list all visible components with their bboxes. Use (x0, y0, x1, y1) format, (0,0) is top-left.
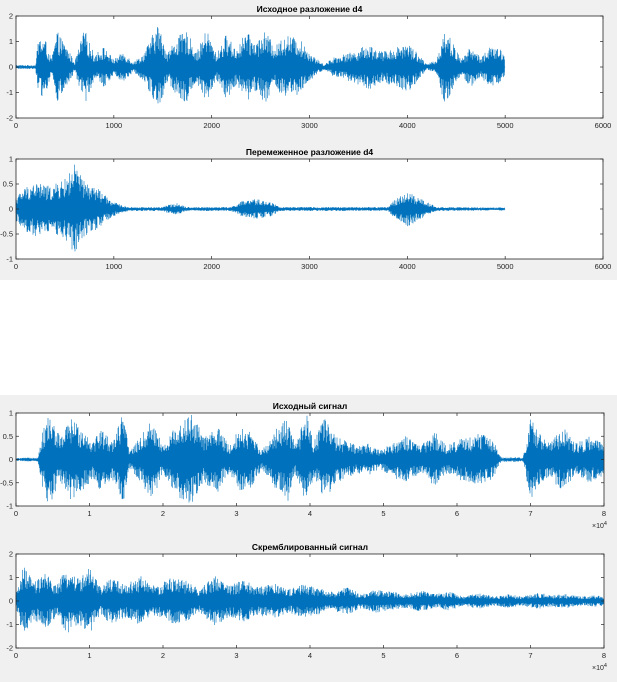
y-tick-label: -1 (6, 620, 13, 629)
x-tick-label: 1 (87, 509, 91, 518)
x-tick-label: 0 (14, 121, 18, 130)
x-tick-label: 1000 (105, 262, 122, 271)
y-tick-label: 0.5 (3, 180, 13, 189)
x-tick-label: 5 (381, 651, 385, 660)
x-tick-label: 4 (308, 651, 312, 660)
x-tick-label: 1000 (105, 121, 122, 130)
x-tick-label: 2000 (203, 262, 220, 271)
x-tick-label: 5000 (497, 262, 514, 271)
y-tick-label: -1 (6, 255, 13, 264)
x-exponent-label: ×104 (592, 663, 607, 672)
y-tick-label: 1 (9, 155, 13, 164)
axes-original-decomposition: 0 1000 2000 3000 4000 5000 6000 -2 -1 0 1 2 Исходное… (6, 4, 611, 130)
x-tick-label: 3 (234, 509, 238, 518)
x-tick-label: 4000 (399, 121, 416, 130)
y-tick-label: -0.5 (0, 478, 13, 487)
x-tick-label: 5000 (497, 121, 514, 130)
y-tick-label: -0.5 (0, 230, 13, 239)
y-tick-label: -1 (6, 88, 13, 97)
x-tick-label: 3 (234, 651, 238, 660)
y-tick-label: 0.5 (3, 432, 13, 441)
x-exponent-label: ×104 (592, 521, 607, 530)
axes-title: Скремблированный сигнал (252, 542, 368, 552)
figure-canvas-decomposition: 0 1000 2000 3000 4000 5000 6000-2-1012Исходное… (0, 4, 611, 271)
x-tick-label: 6000 (595, 262, 612, 271)
y-tick-label: 1 (9, 409, 13, 418)
y-tick-label: 0 (9, 455, 13, 464)
x-tick-label: 7 (528, 651, 532, 660)
x-tick-label: 4000 (399, 262, 416, 271)
x-tick-label: 0 (14, 262, 18, 271)
x-tick-label: 7 (528, 509, 532, 518)
y-tick-label: 2 (9, 550, 13, 559)
y-tick-label: 1 (9, 573, 13, 582)
y-tick-label: 0 (9, 63, 13, 72)
x-tick-label: 0 (14, 509, 18, 518)
x-tick-label: 6 (455, 651, 459, 660)
axes-title: Перемеженное разложение d4 (246, 147, 374, 157)
x-tick-label: 2 (161, 651, 165, 660)
x-tick-label: 1 (87, 651, 91, 660)
x-tick-label: 2000 (203, 121, 220, 130)
y-tick-label: 2 (9, 12, 13, 21)
axes-original-signal: 0 1 2 3 4 5 6 7 8 -1 -0.5 0 0.5 1 Исходный сигнал ×104 (0, 401, 607, 530)
x-tick-label: 8 (602, 509, 606, 518)
x-tick-label: 8 (602, 651, 606, 660)
x-tick-label: 3000 (301, 262, 318, 271)
x-tick-label: 0 (14, 651, 18, 660)
y-tick-label: -2 (6, 644, 13, 653)
y-tick-label: 0 (9, 205, 13, 214)
axes-interleaved-decomposition: 0 1000 2000 3000 4000 5000 6000 -1 -0.5 0 0.5 1 Пере… (0, 147, 611, 271)
y-tick-label: -1 (6, 502, 13, 511)
x-tick-label: 4 (308, 509, 312, 518)
axes-scrambled-signal: 0 1 2 3 4 5 6 7 8 -2 -1 0 1 2 Скремблированный сигнал ×… (6, 542, 607, 672)
y-tick-label: 1 (9, 37, 13, 46)
x-tick-label: 3000 (301, 121, 318, 130)
figure-window-decomposition: 0 1000 2000 3000 4000 5000 6000 -2 -1 0 1 2 Исходное… (0, 0, 617, 280)
y-tick-label: 0 (9, 597, 13, 606)
axes-title: Исходное разложение d4 (257, 4, 363, 14)
x-tick-label: 5 (381, 509, 385, 518)
figure-window-signals: 0 1 2 3 4 5 6 7 8 -1 -0.5 0 0.5 1 Исходный сигнал ×104 … (0, 395, 617, 682)
y-tick-label: -2 (6, 114, 13, 123)
x-tick-label: 6 (455, 509, 459, 518)
x-tick-label: 6000 (595, 121, 612, 130)
x-tick-label: 2 (161, 509, 165, 518)
axes-title: Исходный сигнал (273, 401, 347, 411)
